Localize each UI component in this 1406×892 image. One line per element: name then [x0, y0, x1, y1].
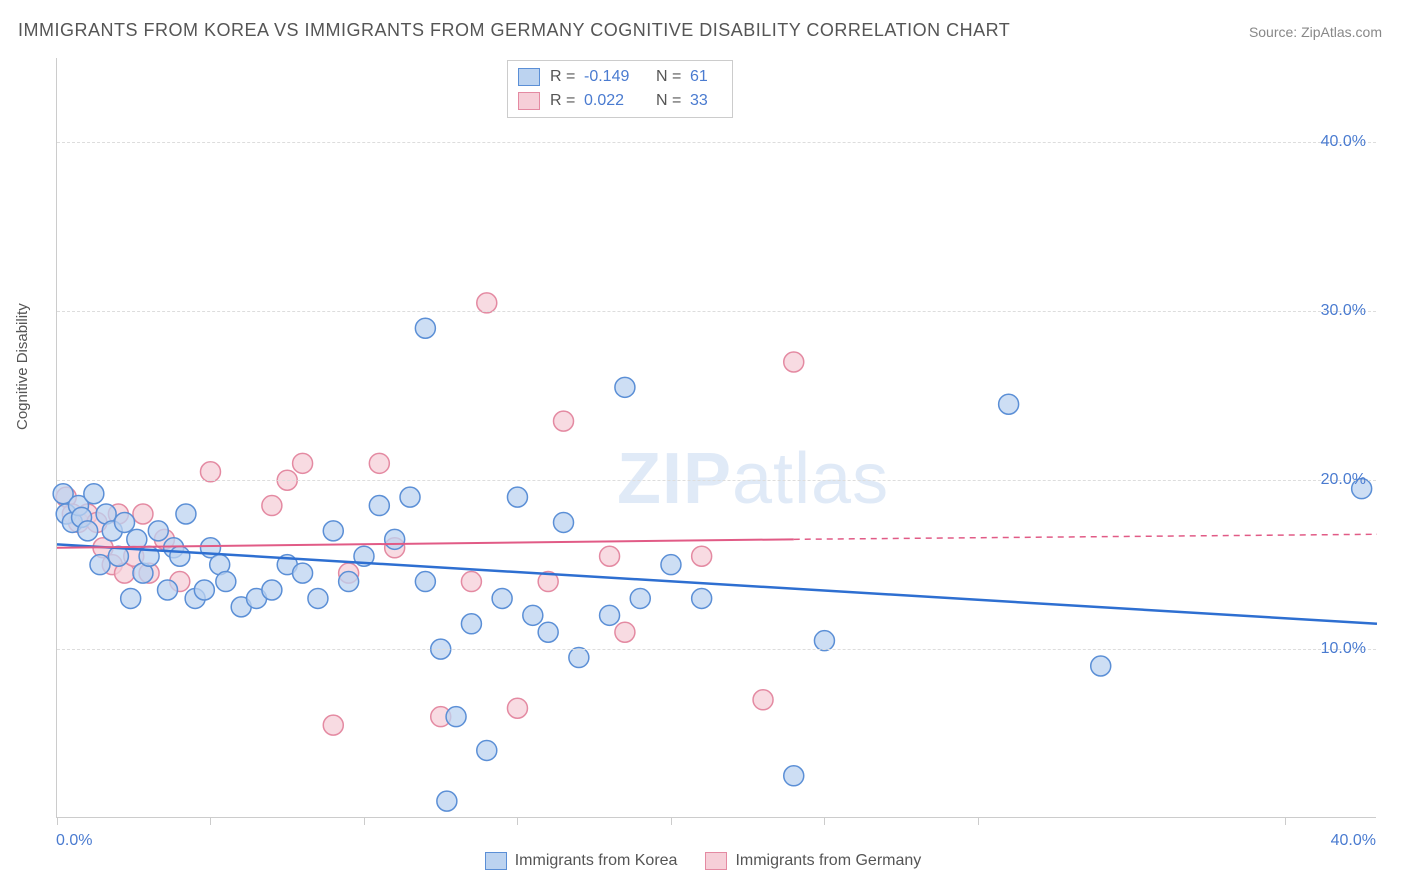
- point-korea: [600, 605, 620, 625]
- point-korea: [90, 555, 110, 575]
- legend-swatch-korea: [485, 852, 507, 870]
- gridline: [57, 142, 1376, 143]
- point-germany: [369, 453, 389, 473]
- point-germany: [477, 293, 497, 313]
- point-germany: [615, 622, 635, 642]
- point-korea: [176, 504, 196, 524]
- chart-title: IMMIGRANTS FROM KOREA VS IMMIGRANTS FROM…: [18, 20, 1010, 41]
- point-korea: [415, 572, 435, 592]
- x-tick: [57, 817, 58, 825]
- y-tick-label: 30.0%: [1321, 302, 1366, 320]
- gridline: [57, 480, 1376, 481]
- point-germany: [133, 504, 153, 524]
- point-korea: [400, 487, 420, 507]
- point-korea: [661, 555, 681, 575]
- point-korea: [615, 377, 635, 397]
- point-korea: [446, 707, 466, 727]
- point-korea: [814, 631, 834, 651]
- plot-area: ZIPatlas R = -0.149 N = 61 R = 0.022 N =…: [56, 58, 1376, 818]
- legend-label-korea: Immigrants from Korea: [515, 852, 678, 870]
- y-tick-label: 40.0%: [1321, 133, 1366, 151]
- point-germany: [323, 715, 343, 735]
- point-korea: [293, 563, 313, 583]
- y-axis-label: Cognitive Disability: [14, 303, 31, 430]
- point-germany: [507, 698, 527, 718]
- point-korea: [1091, 656, 1111, 676]
- point-korea: [692, 588, 712, 608]
- y-tick-label: 10.0%: [1321, 640, 1366, 658]
- point-germany: [262, 496, 282, 516]
- x-tick: [517, 817, 518, 825]
- trend-line: [794, 534, 1377, 539]
- point-korea: [262, 580, 282, 600]
- point-korea: [78, 521, 98, 541]
- point-germany: [692, 546, 712, 566]
- point-korea: [477, 740, 497, 760]
- point-korea: [121, 588, 141, 608]
- x-axis-max-label: 40.0%: [1331, 832, 1376, 850]
- point-korea: [158, 580, 178, 600]
- point-korea: [630, 588, 650, 608]
- trend-line: [57, 544, 1377, 623]
- point-korea: [538, 622, 558, 642]
- x-tick: [824, 817, 825, 825]
- point-germany: [461, 572, 481, 592]
- point-korea: [170, 546, 190, 566]
- x-axis-min-label: 0.0%: [56, 832, 92, 850]
- legend-item-germany: Immigrants from Germany: [705, 852, 921, 870]
- legend-label-germany: Immigrants from Germany: [735, 852, 921, 870]
- x-tick: [1285, 817, 1286, 825]
- point-korea: [194, 580, 214, 600]
- scatter-svg: [57, 58, 1376, 817]
- gridline: [57, 649, 1376, 650]
- x-tick: [671, 817, 672, 825]
- point-korea: [999, 394, 1019, 414]
- point-korea: [216, 572, 236, 592]
- point-korea: [115, 512, 135, 532]
- y-tick-label: 20.0%: [1321, 471, 1366, 489]
- point-korea: [507, 487, 527, 507]
- point-germany: [200, 462, 220, 482]
- legend-swatch-germany: [705, 852, 727, 870]
- point-korea: [148, 521, 168, 541]
- point-korea: [554, 512, 574, 532]
- x-tick: [364, 817, 365, 825]
- point-korea: [569, 648, 589, 668]
- point-germany: [293, 453, 313, 473]
- point-korea: [385, 529, 405, 549]
- point-korea: [437, 791, 457, 811]
- point-korea: [339, 572, 359, 592]
- point-korea: [523, 605, 543, 625]
- gridline: [57, 311, 1376, 312]
- point-korea: [323, 521, 343, 541]
- source-attribution: Source: ZipAtlas.com: [1249, 24, 1382, 40]
- point-germany: [600, 546, 620, 566]
- legend-item-korea: Immigrants from Korea: [485, 852, 678, 870]
- point-korea: [84, 484, 104, 504]
- point-germany: [784, 352, 804, 372]
- point-germany: [554, 411, 574, 431]
- point-korea: [784, 766, 804, 786]
- point-korea: [308, 588, 328, 608]
- point-germany: [753, 690, 773, 710]
- x-tick: [210, 817, 211, 825]
- point-korea: [492, 588, 512, 608]
- point-korea: [415, 318, 435, 338]
- point-korea: [369, 496, 389, 516]
- x-tick: [978, 817, 979, 825]
- series-legend: Immigrants from Korea Immigrants from Ge…: [0, 852, 1406, 870]
- point-korea: [461, 614, 481, 634]
